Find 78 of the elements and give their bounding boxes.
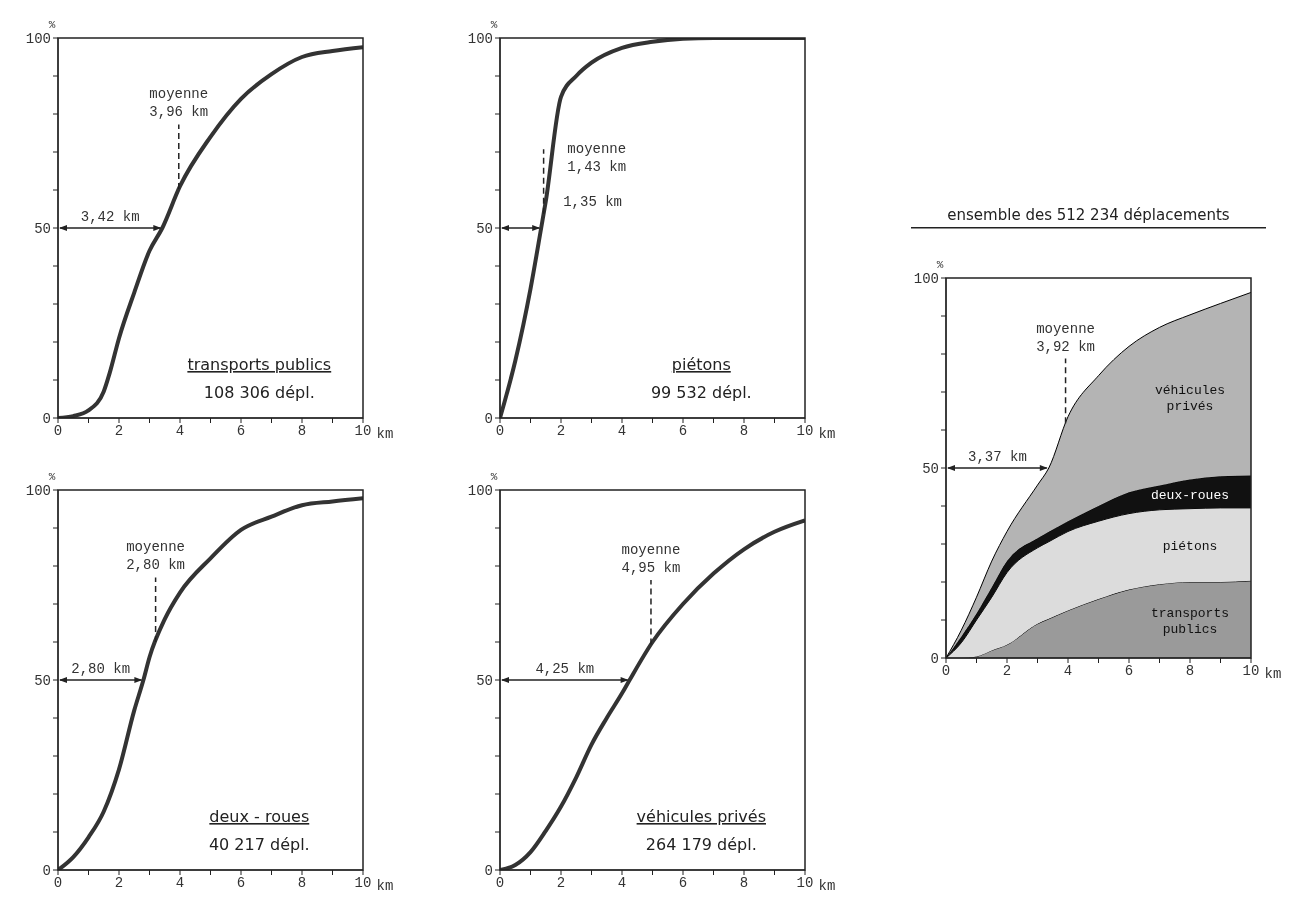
x-axis-title: km bbox=[1264, 666, 1282, 682]
text: piétons bbox=[671, 355, 731, 374]
y-tick-label: 0 bbox=[484, 410, 493, 427]
x-tick-label: 8 bbox=[297, 874, 307, 891]
series-label: véhicules privés bbox=[1154, 383, 1226, 415]
x-tick-label: 10 bbox=[1242, 662, 1260, 679]
x-axis-title: km bbox=[818, 426, 836, 442]
y-axis-title: % bbox=[490, 471, 498, 483]
y-tick-label: 100 bbox=[913, 270, 939, 287]
x-tick-label: 10 bbox=[354, 422, 372, 439]
x-tick-label: 4 bbox=[1063, 662, 1073, 679]
series-label: piétons bbox=[1162, 539, 1218, 555]
x-tick-label: 6 bbox=[236, 422, 246, 439]
text: 40 217 dépl. bbox=[208, 835, 310, 854]
x-tick-label: 10 bbox=[354, 874, 372, 891]
y-tick-label: 100 bbox=[25, 30, 51, 47]
y-axis-title: % bbox=[936, 259, 944, 271]
text: deux - roues bbox=[209, 807, 310, 826]
x-tick-label: 0 bbox=[53, 422, 63, 439]
x-axis-title: km bbox=[376, 426, 394, 442]
x-tick-label: 8 bbox=[739, 874, 749, 891]
text: transports publics bbox=[187, 355, 332, 374]
y-tick-label: 100 bbox=[467, 482, 493, 499]
y-tick-label: 0 bbox=[42, 410, 51, 427]
x-tick-label: 2 bbox=[114, 422, 124, 439]
ref-line-label: moyenne 4,95 km bbox=[621, 541, 681, 576]
y-tick-label: 0 bbox=[484, 862, 493, 879]
x-tick-label: 6 bbox=[236, 874, 246, 891]
series-label: transports publics bbox=[1150, 606, 1230, 637]
text: véhicules privés bbox=[636, 807, 766, 826]
x-tick-label: 2 bbox=[556, 874, 566, 891]
x-tick-label: 10 bbox=[796, 874, 814, 891]
x-tick-label: 0 bbox=[495, 422, 505, 439]
x-tick-label: 8 bbox=[1185, 662, 1195, 679]
y-tick-label: 50 bbox=[476, 672, 493, 689]
y-tick-label: 100 bbox=[25, 482, 51, 499]
x-tick-label: 4 bbox=[617, 422, 627, 439]
x-tick-label: 2 bbox=[114, 874, 124, 891]
x-tick-label: 4 bbox=[617, 874, 627, 891]
annotation: 3,37 km bbox=[967, 449, 1027, 465]
y-tick-label: 50 bbox=[476, 220, 493, 237]
x-tick-label: 4 bbox=[175, 874, 185, 891]
x-axis-title: km bbox=[376, 878, 394, 894]
x-tick-label: 0 bbox=[53, 874, 63, 891]
series-label: deux-roues bbox=[1150, 488, 1230, 504]
text: 108 306 dépl. bbox=[203, 383, 315, 402]
text: 264 179 dépl. bbox=[645, 835, 757, 854]
y-axis-title: % bbox=[490, 19, 498, 31]
ref-line-label: moyenne 1,43 km bbox=[567, 141, 627, 176]
y-tick-label: 0 bbox=[930, 650, 939, 667]
ref-line-label: moyenne 3,96 km bbox=[149, 86, 209, 121]
y-tick-label: 50 bbox=[922, 460, 939, 477]
x-tick-label: 6 bbox=[678, 422, 688, 439]
y-axis-title: % bbox=[48, 471, 56, 483]
x-tick-label: 0 bbox=[941, 662, 951, 679]
y-tick-label: 100 bbox=[467, 30, 493, 47]
x-tick-label: 10 bbox=[796, 422, 814, 439]
annotation: 2,80 km bbox=[71, 661, 131, 677]
y-tick-label: 0 bbox=[42, 862, 51, 879]
text: 99 532 dépl. bbox=[650, 383, 752, 402]
y-tick-label: 50 bbox=[34, 672, 51, 689]
annotation: 1,35 km bbox=[563, 194, 622, 210]
x-tick-label: 4 bbox=[175, 422, 185, 439]
y-axis-title: % bbox=[48, 19, 56, 31]
x-tick-label: 2 bbox=[1002, 662, 1012, 679]
x-tick-label: 8 bbox=[739, 422, 749, 439]
chart-title: ensemble des 512 234 déplacements bbox=[947, 206, 1230, 224]
x-tick-label: 8 bbox=[297, 422, 307, 439]
x-tick-label: 6 bbox=[1124, 662, 1134, 679]
ref-line-label: moyenne 3,92 km bbox=[1036, 320, 1095, 355]
annotation: 3,42 km bbox=[80, 209, 140, 225]
annotation: 4,25 km bbox=[535, 661, 595, 677]
x-tick-label: 0 bbox=[495, 874, 505, 891]
y-tick-label: 50 bbox=[34, 220, 51, 237]
x-tick-label: 6 bbox=[678, 874, 688, 891]
ref-line-label: moyenne 2,80 km bbox=[126, 539, 186, 574]
x-tick-label: 2 bbox=[556, 422, 566, 439]
x-axis-title: km bbox=[818, 878, 836, 894]
